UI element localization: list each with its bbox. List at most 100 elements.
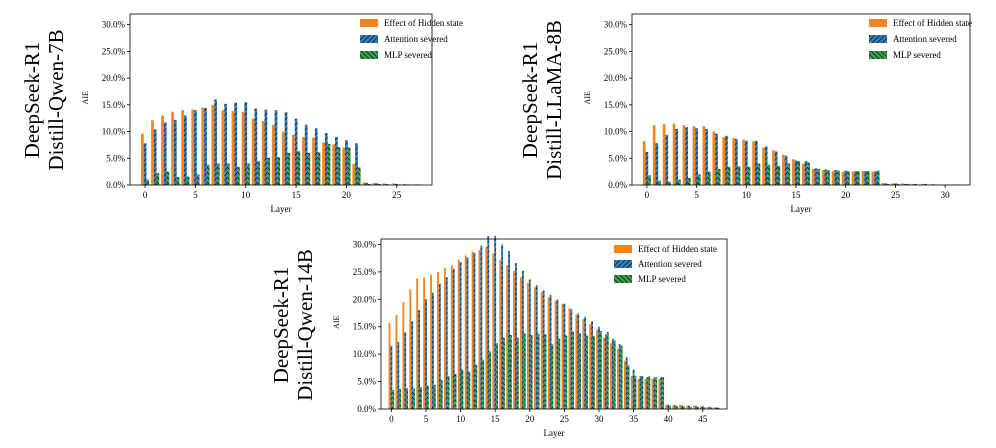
bar-mlp-42	[682, 406, 685, 409]
bar-attention-42	[681, 405, 683, 409]
bar-mlp-26	[906, 183, 910, 185]
bar-attention-24	[385, 183, 389, 185]
bar-hidden-45	[699, 406, 702, 409]
bar-attention-16	[501, 244, 504, 409]
bar-attention-5	[695, 128, 698, 185]
bar-hidden-12	[261, 120, 265, 186]
bar-attention-6	[431, 292, 434, 409]
bar-hidden-5	[423, 277, 426, 409]
bar-mlp-39	[662, 377, 665, 409]
bar-mlp-12	[267, 157, 270, 185]
bar-mlp-2	[668, 181, 671, 185]
y-axis-label: AIE	[332, 316, 341, 329]
bar-attention-12	[264, 109, 268, 185]
y-tick-label: 25.0%	[353, 267, 377, 277]
bar-attention-0	[390, 345, 393, 409]
bar-attention-13	[480, 245, 483, 409]
bar-attention-36	[639, 376, 642, 409]
bar-attention-21	[535, 285, 538, 409]
bar-hidden-25	[392, 183, 396, 185]
x-tick-label: 30	[594, 414, 604, 424]
bar-hidden-13	[271, 125, 275, 185]
bar-attention-9	[452, 268, 455, 409]
bar-hidden-5	[191, 109, 195, 185]
bar-hidden-26	[402, 183, 406, 185]
bar-attention-13	[774, 151, 778, 185]
bar-hidden-26	[901, 183, 905, 185]
bar-hidden-9	[450, 265, 453, 409]
y-axis-label: AIE	[583, 91, 592, 104]
bar-attention-23	[874, 171, 877, 185]
bar-attention-21	[854, 171, 858, 185]
bar-hidden-6	[702, 126, 706, 185]
bar-attention-10	[459, 262, 462, 409]
bar-hidden-37	[644, 378, 647, 409]
legend-label-2: MLP severed	[893, 50, 941, 60]
bar-attention-18	[515, 263, 517, 409]
bar-mlp-6	[707, 171, 711, 185]
bar-attention-18	[324, 133, 328, 185]
x-tick-label: 20	[525, 414, 535, 424]
bar-hidden-7	[211, 104, 215, 185]
bar-attention-9	[735, 139, 738, 185]
model-label: DeepSeek-R1Distill-Qwen-14B	[269, 249, 317, 401]
legend-swatch-2	[360, 51, 378, 59]
bar-attention-13	[274, 110, 278, 185]
bar-hidden-12	[762, 147, 765, 185]
bar-hidden-1	[652, 125, 656, 185]
bar-hidden-21	[352, 163, 356, 186]
x-tick-label: 15	[491, 414, 501, 424]
bar-mlp-3	[176, 176, 180, 185]
bar-hidden-44	[693, 405, 695, 409]
bar-hidden-18	[513, 270, 516, 409]
bar-mlp-44	[696, 406, 699, 409]
bar-mlp-9	[454, 373, 457, 409]
bar-attention-6	[204, 108, 207, 185]
bar-attention-22	[542, 290, 545, 409]
x-tick-label: 45	[698, 414, 708, 424]
y-tick-label: 5.0%	[608, 153, 627, 163]
bar-attention-19	[834, 170, 838, 185]
model-label-line1: DeepSeek-R1	[20, 42, 44, 159]
bar-attention-11	[754, 140, 758, 185]
legend-swatch-0	[869, 19, 887, 27]
bar-mlp-33	[620, 345, 623, 409]
x-axis-label: Layer	[791, 204, 812, 214]
bar-mlp-34	[627, 365, 630, 409]
chart-qwen7b: DeepSeek-R1Distill-Qwen-7B 0.0% 5.0% 10.0% 1…	[20, 13, 463, 214]
bar-attention-16	[804, 160, 808, 185]
bar-mlp-12	[767, 164, 771, 185]
bar-mlp-23	[551, 344, 554, 409]
y-tick-label: 0.0%	[357, 404, 376, 414]
bar-mlp-2	[166, 171, 170, 185]
bar-mlp-23	[876, 170, 880, 185]
bar-mlp-17	[509, 334, 512, 409]
legend-swatch-0	[360, 19, 378, 27]
legend-label-1: Attention severed	[893, 34, 957, 44]
bar-mlp-24	[558, 338, 561, 409]
bar-mlp-16	[503, 337, 505, 409]
bar-mlp-1	[399, 388, 402, 409]
bar-attention-7	[715, 133, 718, 185]
bar-hidden-27	[575, 314, 578, 409]
bar-mlp-23	[377, 183, 381, 185]
bar-hidden-0	[388, 322, 391, 409]
bar-mlp-3	[678, 179, 681, 185]
bar-attention-22	[365, 182, 368, 185]
bar-attention-22	[864, 171, 867, 185]
x-tick-label: 0	[143, 190, 148, 200]
bar-hidden-22	[362, 182, 366, 185]
y-tick-label: 0.0%	[106, 180, 125, 190]
bar-mlp-29	[592, 336, 595, 409]
bar-mlp-37	[648, 376, 651, 409]
bar-hidden-1	[151, 120, 154, 185]
x-tick-label: 10	[241, 190, 251, 200]
bar-hidden-23	[372, 182, 376, 185]
bar-hidden-9	[732, 137, 736, 185]
x-tick-label: 10	[742, 190, 752, 200]
bar-mlp-24	[886, 183, 890, 185]
bar-hidden-11	[464, 255, 467, 409]
bar-attention-41	[674, 405, 677, 409]
bar-mlp-18	[827, 170, 830, 185]
bar-hidden-27	[911, 183, 914, 185]
